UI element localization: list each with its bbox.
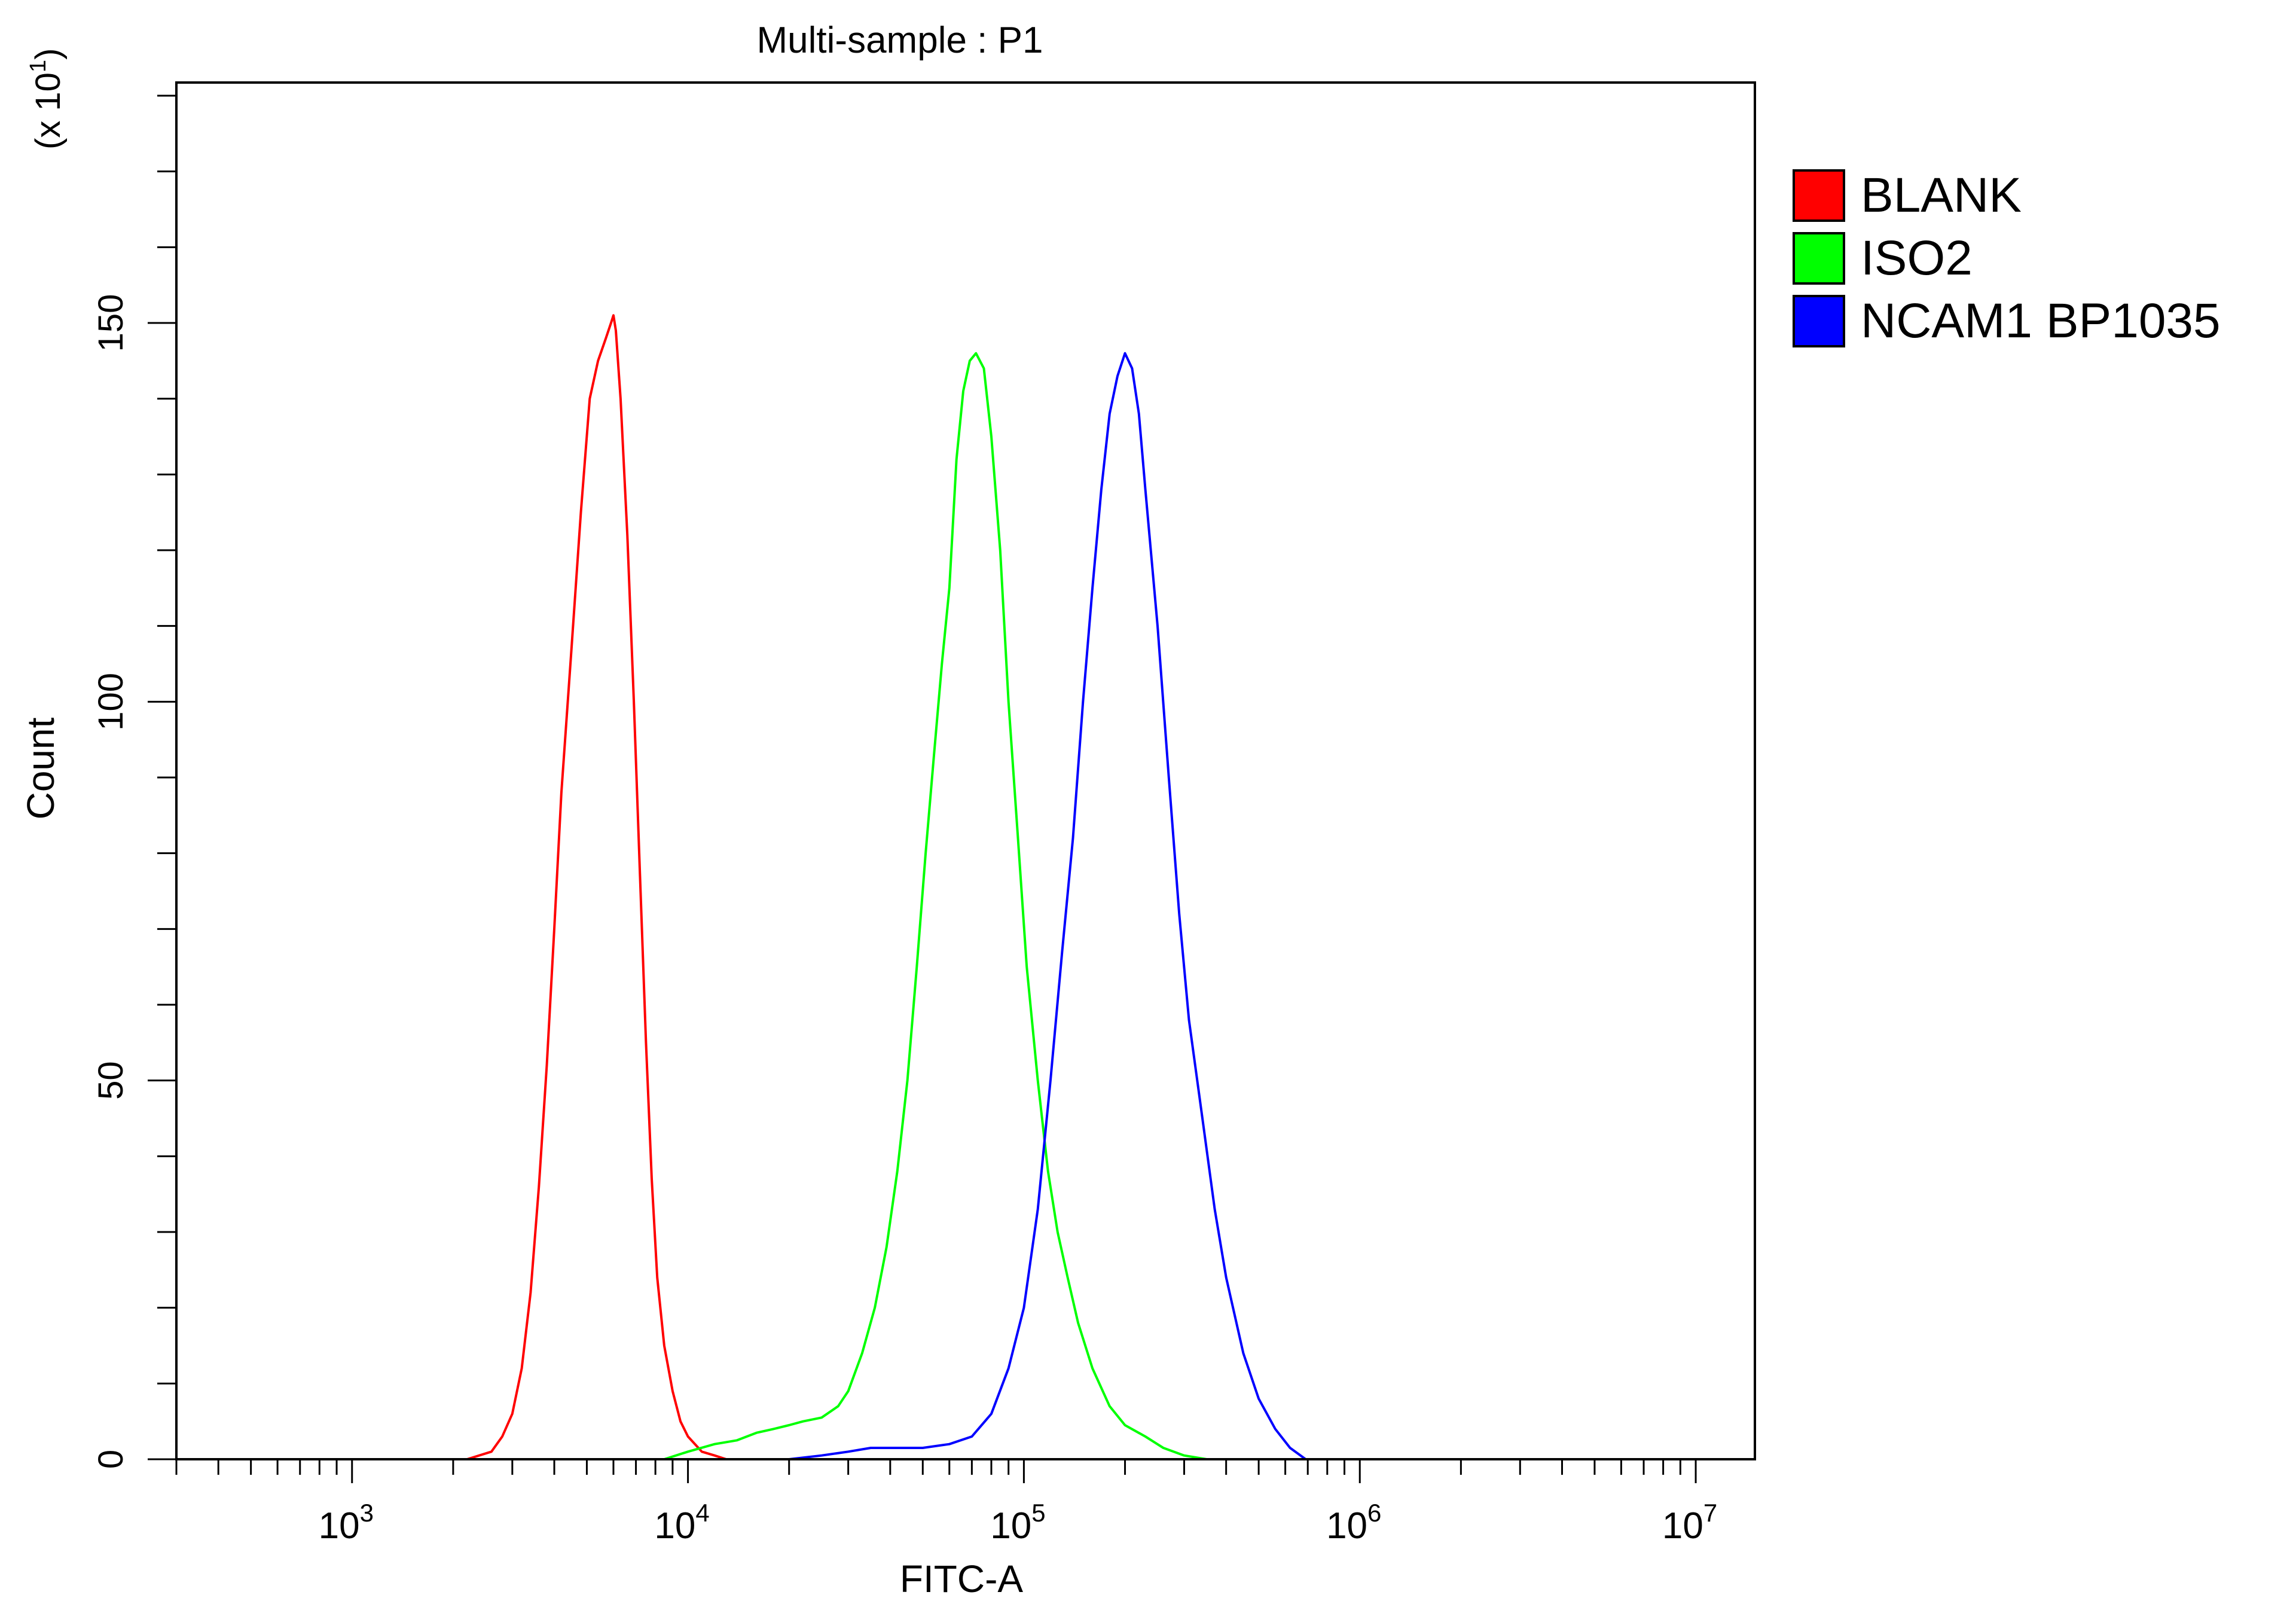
legend: BLANK ISO2 NCAM1 BP1035 xyxy=(1793,168,2221,348)
x-axis: 103 104 105 106 107 xyxy=(175,1459,1717,1547)
y-multiplier-prefix: (x 10 xyxy=(29,72,68,150)
y-tick-label: 0 xyxy=(91,1450,130,1469)
legend-label-1: BLANK xyxy=(1861,168,2022,222)
series-layer xyxy=(176,314,1755,1460)
x-tick-label: 107 xyxy=(1662,1499,1717,1547)
x-tick-label: 105 xyxy=(990,1499,1045,1547)
legend-swatch-1 xyxy=(1793,169,1845,222)
x-tick-label: 104 xyxy=(654,1499,709,1547)
svg-text:(x 101): (x 101) xyxy=(26,48,68,150)
y-tick-label: 100 xyxy=(91,673,130,731)
chart-title: Multi-sample : P1 xyxy=(757,20,1043,61)
y-axis-label: Count xyxy=(19,717,62,819)
y-axis: 0 50 100 150 xyxy=(91,94,176,1469)
y-multiplier-suffix: ) xyxy=(29,48,68,60)
x-axis-label: FITC-A xyxy=(900,1557,1024,1598)
y-multiplier-exponent: 1 xyxy=(26,60,51,72)
series-line-1 xyxy=(176,314,1755,1460)
legend-swatch-3 xyxy=(1793,295,1845,347)
x-tick-label: 106 xyxy=(1326,1499,1381,1547)
y-tick-label: 50 xyxy=(91,1061,130,1100)
series-line-2 xyxy=(176,352,1755,1460)
y-tick-label: 150 xyxy=(91,294,130,352)
plot-frame xyxy=(175,81,1756,1460)
legend-swatch-2 xyxy=(1793,232,1845,285)
x-tick-label: 103 xyxy=(319,1499,374,1547)
legend-label-2: ISO2 xyxy=(1861,231,1973,285)
y-multiplier: (x 101) xyxy=(26,48,68,150)
legend-label-3: NCAM1 BP1035 xyxy=(1861,294,2221,348)
series-line-3 xyxy=(176,352,1755,1460)
